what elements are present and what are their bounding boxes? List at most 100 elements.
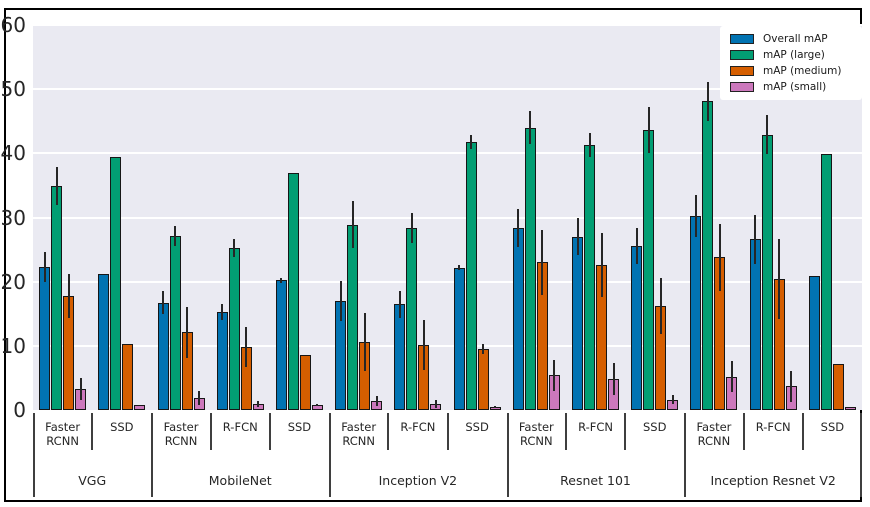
error-bar (233, 239, 236, 258)
bar-map-small (134, 404, 146, 410)
error-bar (706, 82, 709, 121)
x-tick-label-ssd: SSD (465, 420, 489, 434)
bar-cell (714, 25, 726, 410)
error-bar (517, 208, 520, 248)
bar-cell (181, 25, 193, 410)
legend: Overall mAP mAP (large) mAP (medium) mAP (s… (720, 26, 862, 100)
bar-map-large (228, 248, 240, 410)
gridline-20 (33, 280, 862, 283)
bar-map-large (761, 134, 773, 410)
bar-map-medium (477, 349, 489, 410)
bar-cell (749, 25, 761, 410)
error-bar (55, 166, 58, 206)
bar-cell (702, 25, 714, 410)
bar-overall-map (572, 236, 584, 410)
bar-cell (512, 25, 524, 410)
bar-cell (371, 25, 383, 410)
bar-map-medium (299, 354, 311, 410)
error-bar (482, 343, 485, 355)
x-tick-label-faster-rcnn: Faster RCNN (696, 420, 732, 449)
error-bar (730, 361, 733, 393)
bar-map-large (524, 127, 536, 410)
error-bar (635, 228, 638, 265)
bar-cell (596, 25, 608, 410)
bar-cell (844, 25, 856, 410)
bar-map-large (406, 227, 418, 410)
bar-overall-map (690, 216, 702, 410)
bar-cell (110, 25, 122, 410)
x-tick-label-faster-rcnn: Faster RCNN (45, 420, 81, 449)
error-bar (422, 320, 425, 371)
bar-cell (536, 25, 548, 410)
bar-overall-map (631, 246, 643, 410)
y-tick-label-40: 40 (0, 141, 26, 166)
x-tick-label-ssd: SSD (110, 420, 134, 434)
group-label-inception-v2: Inception V2 (378, 473, 458, 488)
error-bar (375, 395, 378, 407)
group-boundary-line (684, 413, 687, 497)
error-bar (186, 306, 189, 359)
bar-cell (477, 25, 489, 410)
bar-cell (335, 25, 347, 410)
y-tick-label-10: 10 (0, 333, 26, 358)
bar-cell (39, 25, 51, 410)
bar-cell (51, 25, 63, 410)
bar-cell (489, 25, 501, 410)
error-bar (612, 362, 615, 395)
error-bar (778, 239, 781, 319)
bar-cell (548, 25, 560, 410)
bar-cell (418, 25, 430, 410)
error-bar (576, 218, 579, 256)
bar-map-large (820, 153, 832, 410)
error-bar (790, 370, 793, 402)
bar-cell (169, 25, 181, 410)
x-tick-label-ssd: SSD (287, 420, 312, 434)
group-boundary-line (506, 413, 509, 497)
x-tick-label-faster-rcnn: Faster RCNN (163, 420, 199, 449)
bar-overall-map (749, 239, 761, 410)
error-bar (529, 111, 532, 145)
bar-cell (808, 25, 820, 410)
bar-map-large (110, 156, 122, 410)
bar-cell (465, 25, 477, 410)
legend-item-2: mAP (medium) (730, 63, 862, 79)
error-bar (470, 135, 473, 150)
bar-map-large (643, 129, 655, 410)
error-bar (162, 291, 165, 315)
legend-label: mAP (medium) (763, 65, 842, 77)
gridline-10 (33, 344, 862, 347)
group-boundary-line (33, 413, 35, 497)
y-tick-label-0: 0 (13, 398, 26, 422)
legend-label: mAP (small) (763, 81, 827, 93)
error-bar (316, 403, 319, 407)
bar-cell (252, 25, 264, 410)
error-bar (694, 195, 697, 238)
error-bar (257, 401, 260, 408)
error-bar (458, 265, 461, 271)
model-separator-line (209, 413, 212, 450)
error-bar (351, 201, 354, 248)
error-bar (647, 106, 650, 153)
bar-cell (157, 25, 169, 410)
bar-overall-map (453, 267, 465, 410)
bar-cell (430, 25, 442, 410)
error-bar (79, 377, 82, 400)
model-separator-line (801, 413, 804, 450)
bar-group-mobilenet-ssd (270, 25, 329, 410)
bar-cell (608, 25, 620, 410)
x-tick-label-ssd: SSD (820, 420, 845, 434)
bar-group-mobilenet-faster-rcnn (151, 25, 210, 410)
error-bar (600, 232, 603, 298)
bar-group-resnet-101-ssd (625, 25, 684, 410)
chart-figure: 0 10 20 30 40 50 60 Faster RCNN SSD VGG Faster RC… (1, 8, 862, 502)
y-tick-label-30: 30 (0, 205, 26, 230)
group-label-resnet-101: Resnet 101 (560, 473, 631, 488)
error-bar (671, 395, 674, 405)
gridline-30 (33, 216, 862, 219)
bar-group-inception-resnet-v2-ssd (803, 25, 862, 410)
group-boundary-line (151, 413, 154, 497)
bar-overall-map (216, 311, 228, 410)
bar-group-vgg-ssd (92, 25, 151, 410)
bar-map-large (287, 172, 299, 410)
